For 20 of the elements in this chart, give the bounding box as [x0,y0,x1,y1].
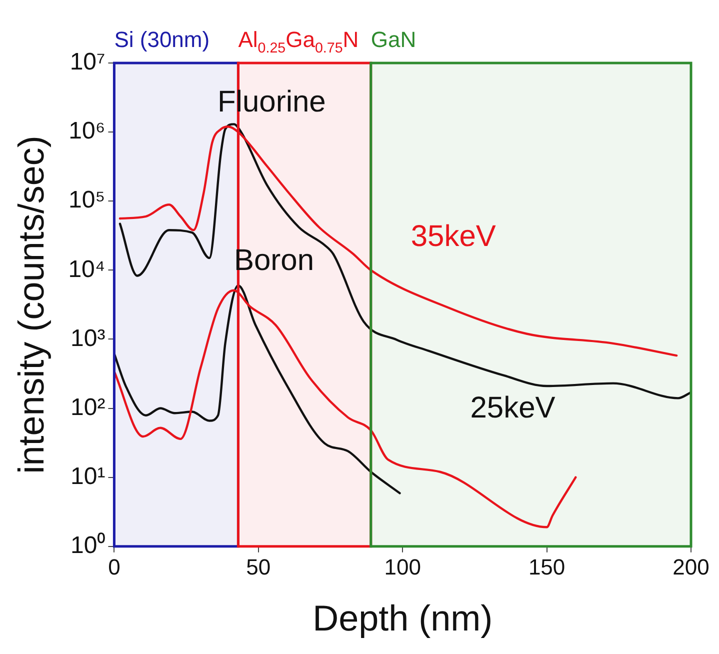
y-tick-label: 10⁰ [70,532,106,560]
y-axis-title: intensity (counts/sec) [10,136,52,474]
x-tick-label: 150 [528,554,566,580]
x-tick-label: 50 [246,554,271,580]
y-tick-label: 10⁴ [68,256,106,283]
band-label: GaN [370,27,416,52]
band-label: Si (30nm) [114,27,210,52]
y-tick-label: 10⁶ [68,118,106,145]
x-tick-label: 200 [672,554,710,580]
line-series [114,284,401,494]
y-tick-label: 10³ [70,324,106,352]
y-tick-label: 10¹ [70,462,106,490]
x-tick-label: 100 [384,554,421,580]
x-tick-label: 0 [108,554,120,580]
y-tick-label: 10⁷ [70,48,106,76]
x-axis-title: Depth (nm) [312,597,493,638]
y-tick-label: 10⁵ [68,186,106,214]
annotation: 35keV [410,220,496,253]
annotation: 25keV [470,391,556,424]
y-tick-label: 10² [70,394,106,421]
